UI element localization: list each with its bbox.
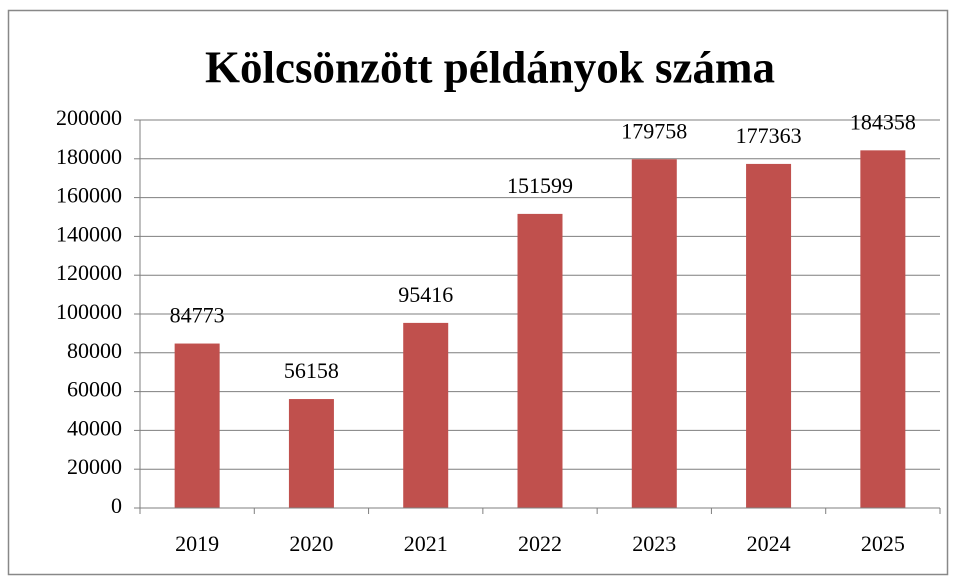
bar xyxy=(517,213,563,508)
data-label: 56158 xyxy=(284,358,339,383)
x-tick-label: 2025 xyxy=(861,531,905,556)
data-label: 151599 xyxy=(507,173,573,198)
data-label: 179758 xyxy=(621,118,687,143)
y-tick-label: 180000 xyxy=(56,144,122,169)
x-tick-label: 2024 xyxy=(747,531,791,556)
chart-frame xyxy=(7,9,949,576)
y-tick-label: 120000 xyxy=(56,260,122,285)
data-label: 84773 xyxy=(170,303,225,328)
y-tick-label: 100000 xyxy=(56,299,122,324)
y-tick-label: 40000 xyxy=(67,415,122,440)
x-tick-label: 2022 xyxy=(518,531,562,556)
data-label: 184358 xyxy=(850,109,916,134)
bar xyxy=(746,163,792,509)
bar xyxy=(174,343,220,508)
data-label: 95416 xyxy=(398,282,453,307)
y-tick-label: 60000 xyxy=(67,377,122,402)
y-tick-label: 140000 xyxy=(56,221,122,246)
x-tick-label: 2019 xyxy=(175,531,219,556)
y-tick-label: 0 xyxy=(111,493,122,518)
bar xyxy=(860,150,906,509)
y-tick-label: 200000 xyxy=(56,105,122,130)
x-tick-label: 2020 xyxy=(289,531,333,556)
y-tick-label: 160000 xyxy=(56,183,122,208)
y-tick-label: 20000 xyxy=(67,454,122,479)
bar xyxy=(631,159,677,509)
y-tick-label: 80000 xyxy=(67,338,122,363)
x-tick-label: 2023 xyxy=(632,531,676,556)
bar xyxy=(288,399,334,508)
data-label: 177363 xyxy=(736,123,802,148)
chart-title: Kölcsönzött példányok száma xyxy=(205,42,775,92)
x-tick-label: 2021 xyxy=(404,531,448,556)
bar xyxy=(403,322,449,508)
